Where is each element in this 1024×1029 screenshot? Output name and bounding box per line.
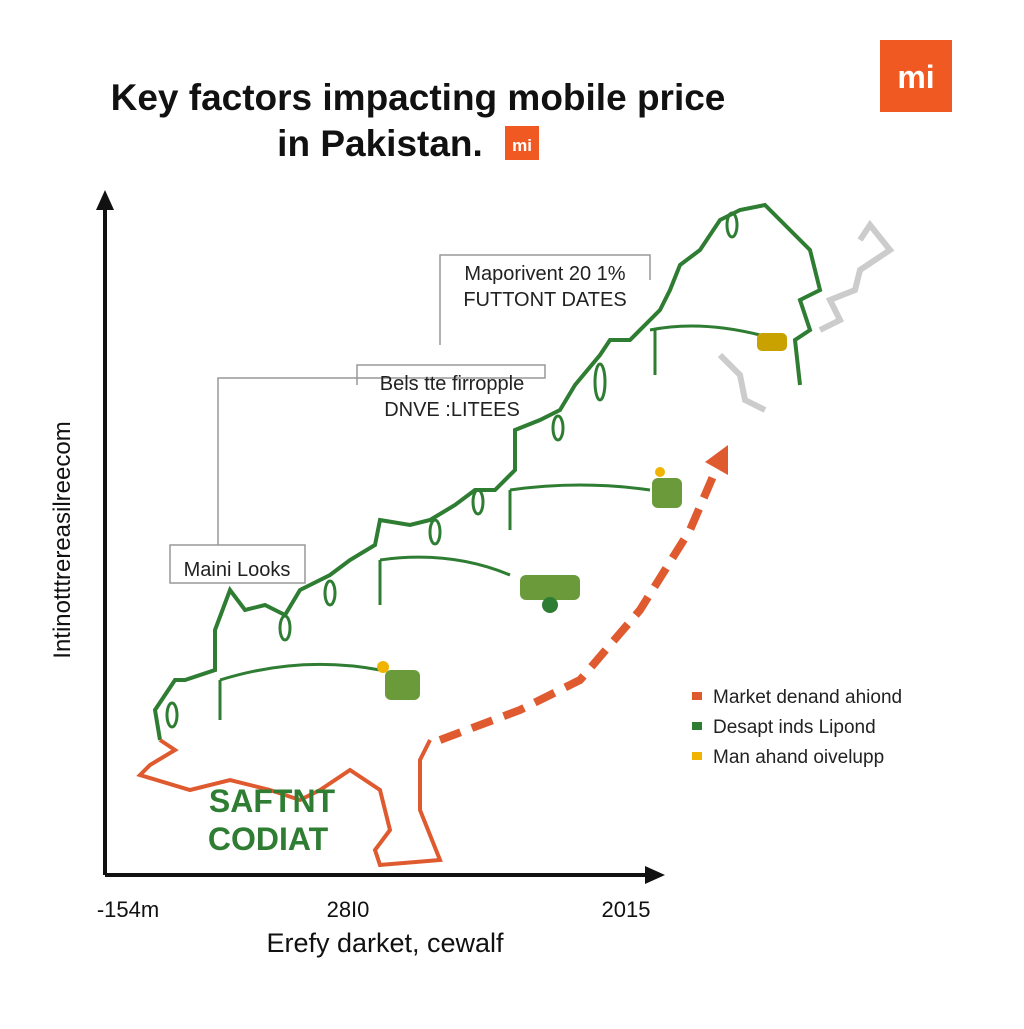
map-outline <box>152 202 823 741</box>
callout-text: Maini Looks <box>184 559 291 581</box>
map-outline <box>136 738 443 868</box>
legend-swatch <box>692 692 702 700</box>
arcs <box>165 211 761 729</box>
arrow <box>705 445 728 475</box>
legend-text: Desapt inds Lipond <box>713 717 876 738</box>
x-label: Erefy darket, cewalf <box>266 928 504 958</box>
arrow <box>96 190 114 210</box>
small-logo <box>505 126 539 160</box>
figures <box>377 333 787 700</box>
region-label: SAFTNT <box>209 783 336 819</box>
logo <box>880 40 952 112</box>
legend-swatch <box>692 752 702 760</box>
x-tick: 28I0 <box>327 897 370 922</box>
callout-lines <box>169 254 651 584</box>
logo-text: mi <box>897 59 934 95</box>
legend-text: Market denand ahiond <box>713 687 902 708</box>
y-label: Intinotttrereasilreecom <box>49 421 76 658</box>
map-outline <box>818 219 895 333</box>
callout-text: DNVE :LITEES <box>384 399 520 421</box>
callout-text: Maporivent 20 1% <box>464 263 625 285</box>
small-logo-text: mi <box>512 136 532 155</box>
region-label: CODIAT <box>208 821 329 857</box>
legend-swatch <box>692 722 702 730</box>
x-tick: 2015 <box>602 897 651 922</box>
callout-text: Bels tte firropple <box>380 373 525 395</box>
x-tick: -154m <box>97 897 159 922</box>
callout-text: FUTTONT DATES <box>463 289 626 311</box>
title: in Pakistan. <box>277 123 483 164</box>
map-outline <box>717 352 767 413</box>
trend-arrow <box>438 458 724 744</box>
arrow <box>645 866 665 884</box>
legend-text: Man ahand oivelupp <box>713 747 884 768</box>
title: Key factors impacting mobile price <box>111 77 726 118</box>
